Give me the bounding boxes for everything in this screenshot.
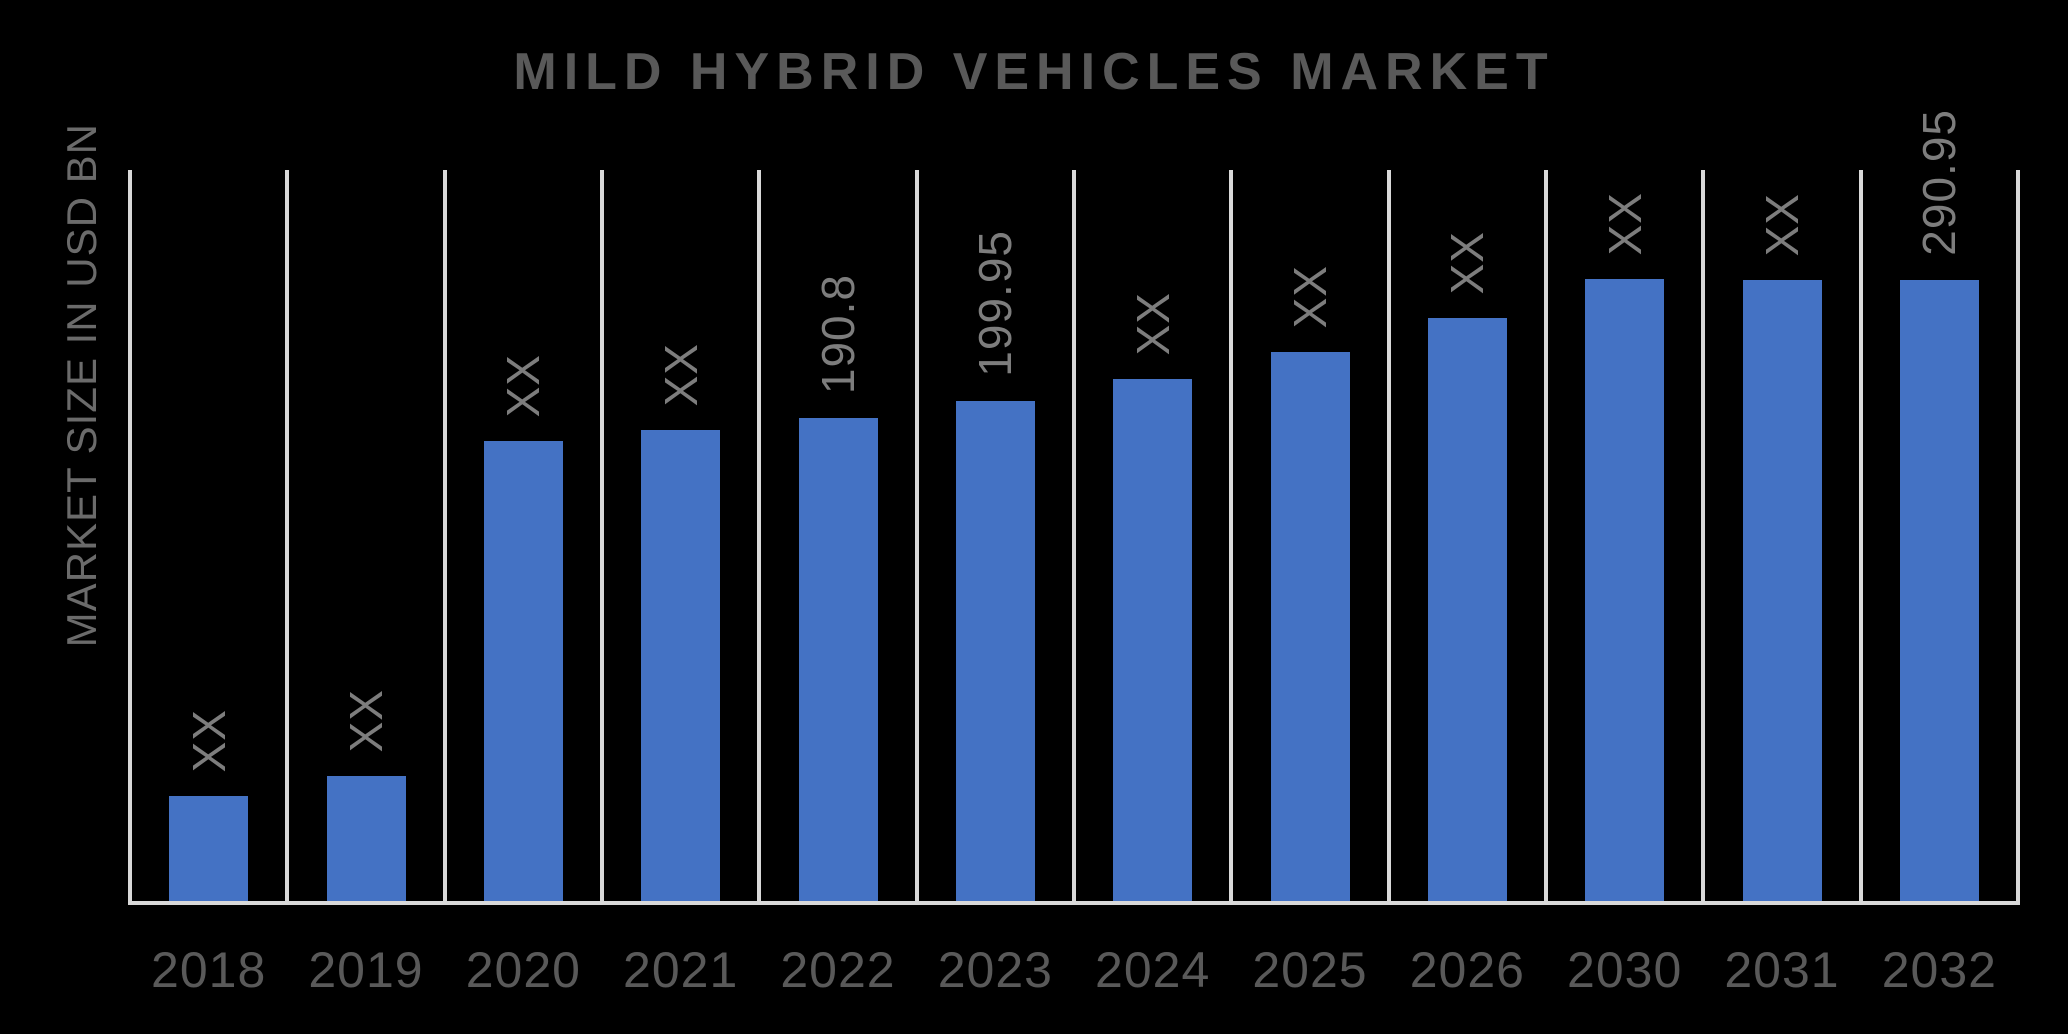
x-tick-2020: 2020 xyxy=(465,942,581,998)
bar-value-label-2019: XX xyxy=(340,688,392,752)
gridline xyxy=(1544,170,1548,905)
bar-2023 xyxy=(955,401,1035,901)
bar-2030 xyxy=(1585,279,1665,901)
bar-2032 xyxy=(1899,280,1979,901)
bar-value-label-2025: XX xyxy=(1284,264,1336,328)
x-tick-2030: 2030 xyxy=(1567,942,1683,998)
gridline xyxy=(1072,170,1076,905)
bar-value-label-2024: XX xyxy=(1126,291,1179,355)
gridline xyxy=(1701,170,1706,905)
bar-2020 xyxy=(483,441,563,901)
y-axis-title: MARKET SIZE IN USD BN xyxy=(58,122,105,647)
y-axis-line xyxy=(128,170,132,905)
x-tick-2031: 2031 xyxy=(1724,942,1840,998)
x-tick-2023: 2023 xyxy=(937,942,1053,998)
bar-value-label-2032: 290.95 xyxy=(1913,109,1966,256)
gridline xyxy=(757,170,762,905)
bar-value-label-2020: XX xyxy=(497,353,550,417)
bar-value-label-2031: XX xyxy=(1756,192,1808,256)
bar-value-label-2023: 199.95 xyxy=(969,230,1022,377)
bar-value-label-2018: XX xyxy=(182,708,235,772)
chart-title: MILD HYBRID VEHICLES MARKET xyxy=(513,43,1555,101)
x-tick-2026: 2026 xyxy=(1409,942,1525,998)
x-axis-line xyxy=(128,901,2020,905)
x-tick-2024: 2024 xyxy=(1095,942,1211,998)
bar-2019 xyxy=(326,776,406,901)
bar-2021 xyxy=(641,430,721,901)
plot-right-border xyxy=(2016,170,2020,905)
x-tick-2019: 2019 xyxy=(308,942,424,998)
bar-value-label-2030: XX xyxy=(1598,191,1651,255)
x-tick-2018: 2018 xyxy=(151,942,267,998)
x-tick-2032: 2032 xyxy=(1881,942,1997,998)
bar-2031 xyxy=(1742,280,1822,901)
gridline xyxy=(1386,170,1391,905)
bar-2022 xyxy=(798,418,878,901)
bar-2018 xyxy=(169,796,249,901)
x-tick-2025: 2025 xyxy=(1252,942,1368,998)
bar-2026 xyxy=(1427,318,1507,901)
gridline xyxy=(285,170,290,905)
bar-2025 xyxy=(1270,352,1350,901)
bar-value-label-2021: XX xyxy=(654,342,707,406)
gridline xyxy=(914,170,919,905)
bar-value-label-2022: 190.8 xyxy=(812,273,864,394)
bar-value-label-2026: XX xyxy=(1441,230,1494,294)
gridline xyxy=(1229,170,1234,905)
x-tick-2022: 2022 xyxy=(780,942,896,998)
bar-2024 xyxy=(1113,379,1193,901)
gridline xyxy=(1858,170,1863,905)
x-tick-2021: 2021 xyxy=(623,942,739,998)
gridline xyxy=(442,170,447,905)
gridline xyxy=(600,170,604,905)
